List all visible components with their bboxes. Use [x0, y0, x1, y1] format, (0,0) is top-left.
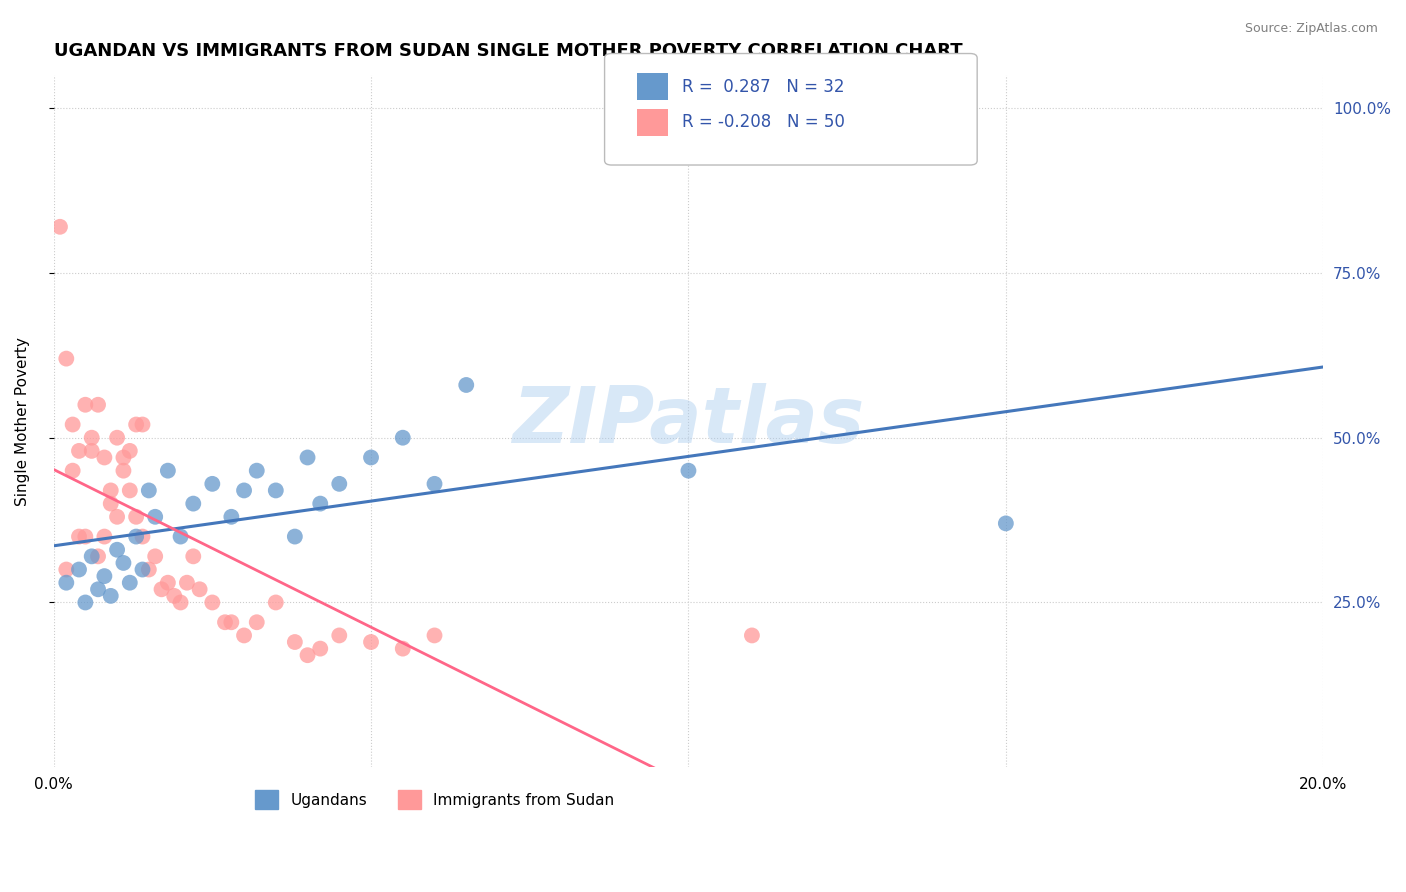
Point	[214, 615, 236, 630]
Point	[87, 398, 110, 412]
Point	[67, 443, 90, 458]
Point	[284, 635, 307, 649]
Point	[105, 431, 128, 445]
Point	[201, 476, 224, 491]
Point	[75, 595, 97, 609]
Point	[360, 635, 382, 649]
Text: R =  0.287   N = 32: R = 0.287 N = 32	[682, 78, 845, 95]
Point	[55, 351, 77, 366]
Point	[100, 497, 122, 511]
Point	[188, 582, 211, 597]
Y-axis label: Single Mother Poverty: Single Mother Poverty	[15, 337, 30, 506]
Text: ZIPatlas: ZIPatlas	[512, 384, 865, 459]
Point	[87, 549, 110, 564]
Point	[156, 575, 179, 590]
Point	[150, 582, 173, 597]
Point	[678, 464, 700, 478]
Point	[80, 431, 103, 445]
Point	[118, 575, 141, 590]
Point	[55, 562, 77, 576]
Point	[87, 582, 110, 597]
Point	[423, 476, 446, 491]
Point	[49, 219, 72, 234]
Point	[125, 509, 148, 524]
Point	[360, 450, 382, 465]
Point	[67, 562, 90, 576]
Point	[112, 556, 135, 570]
Point	[131, 562, 153, 576]
Point	[100, 589, 122, 603]
Point	[131, 530, 153, 544]
Point	[163, 589, 186, 603]
Point	[181, 497, 204, 511]
Point	[328, 628, 350, 642]
Point	[176, 575, 198, 590]
Point	[233, 483, 256, 498]
Point	[118, 483, 141, 498]
Point	[62, 417, 84, 432]
Point	[62, 464, 84, 478]
Point	[112, 464, 135, 478]
Point	[221, 615, 243, 630]
Point	[105, 542, 128, 557]
Text: Source: ZipAtlas.com: Source: ZipAtlas.com	[1244, 22, 1378, 36]
Point	[284, 530, 307, 544]
Point	[143, 549, 166, 564]
Point	[328, 476, 350, 491]
Point	[100, 483, 122, 498]
Text: R = -0.208   N = 50: R = -0.208 N = 50	[682, 113, 845, 131]
Point	[221, 509, 243, 524]
Point	[105, 509, 128, 524]
Point	[75, 398, 97, 412]
Point	[297, 450, 319, 465]
Point	[423, 628, 446, 642]
Point	[297, 648, 319, 663]
Point	[391, 641, 413, 656]
Point	[67, 530, 90, 544]
Point	[93, 569, 115, 583]
Point	[994, 516, 1017, 531]
Point	[169, 595, 191, 609]
Point	[131, 417, 153, 432]
Point	[80, 443, 103, 458]
Point	[93, 450, 115, 465]
Point	[233, 628, 256, 642]
Point	[118, 443, 141, 458]
Point	[246, 615, 269, 630]
Point	[156, 464, 179, 478]
Point	[112, 450, 135, 465]
Point	[125, 417, 148, 432]
Text: UGANDAN VS IMMIGRANTS FROM SUDAN SINGLE MOTHER POVERTY CORRELATION CHART: UGANDAN VS IMMIGRANTS FROM SUDAN SINGLE …	[53, 42, 962, 60]
Point	[246, 464, 269, 478]
Point	[741, 628, 763, 642]
Point	[143, 509, 166, 524]
Point	[181, 549, 204, 564]
Point	[309, 497, 332, 511]
Legend: Ugandans, Immigrants from Sudan: Ugandans, Immigrants from Sudan	[249, 784, 620, 815]
Point	[93, 530, 115, 544]
Point	[456, 378, 478, 392]
Point	[201, 595, 224, 609]
Point	[75, 530, 97, 544]
Point	[391, 431, 413, 445]
Point	[169, 530, 191, 544]
Point	[264, 483, 287, 498]
Point	[125, 530, 148, 544]
Point	[80, 549, 103, 564]
Point	[138, 562, 160, 576]
Point	[309, 641, 332, 656]
Point	[138, 483, 160, 498]
Point	[264, 595, 287, 609]
Point	[55, 575, 77, 590]
